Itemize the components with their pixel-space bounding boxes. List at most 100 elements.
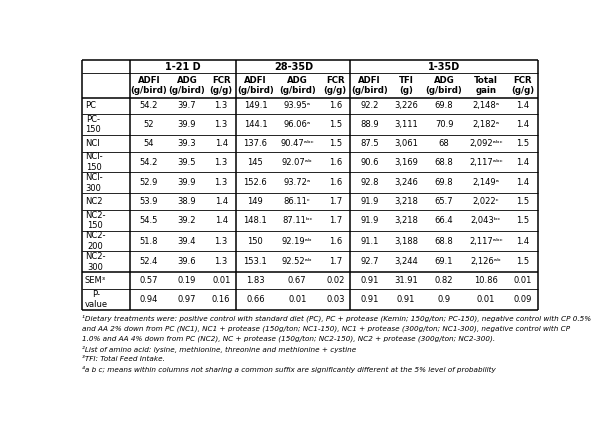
Text: 10.86: 10.86	[474, 276, 498, 285]
Text: NC2: NC2	[85, 197, 102, 206]
Text: 54.2: 54.2	[140, 102, 158, 111]
Text: 0.67: 0.67	[288, 276, 307, 285]
Text: 3,246: 3,246	[394, 178, 418, 187]
Text: 1.5: 1.5	[516, 139, 529, 148]
Text: 0.97: 0.97	[178, 295, 196, 304]
Text: 0.91: 0.91	[361, 295, 379, 304]
Text: 3,111: 3,111	[394, 120, 418, 129]
Text: 70.9: 70.9	[435, 120, 454, 129]
Text: NCl-
150: NCl- 150	[85, 152, 103, 172]
Text: FCR: FCR	[212, 76, 230, 85]
Text: 91.9: 91.9	[361, 216, 379, 225]
Text: 3,061: 3,061	[394, 139, 418, 148]
Text: 1.4: 1.4	[516, 178, 529, 187]
Text: 54.5: 54.5	[140, 216, 158, 225]
Text: 86.11ᶜ: 86.11ᶜ	[284, 197, 311, 206]
Text: 1.4: 1.4	[516, 158, 529, 166]
Text: TFI: TFI	[398, 76, 413, 85]
Text: 69.1: 69.1	[435, 257, 454, 266]
Text: 68: 68	[439, 139, 449, 148]
Text: ⁴a b c; means within columns not sharing a common suffix are significantly diffe: ⁴a b c; means within columns not sharing…	[82, 366, 496, 373]
Text: 51.8: 51.8	[140, 237, 158, 245]
Text: (g/g): (g/g)	[324, 86, 347, 95]
Text: 1.4: 1.4	[516, 237, 529, 245]
Text: 0.01: 0.01	[288, 295, 307, 304]
Text: 152.6: 152.6	[244, 178, 267, 187]
Text: ²List of amino acid: lysine, methionine, threonine and methionine + cystine: ²List of amino acid: lysine, methionine,…	[82, 346, 356, 353]
Text: 39.2: 39.2	[178, 216, 196, 225]
Text: 39.6: 39.6	[178, 257, 196, 266]
Text: 0.91: 0.91	[397, 295, 415, 304]
Text: 54.2: 54.2	[140, 158, 158, 166]
Text: 1-35D: 1-35D	[428, 62, 460, 72]
Text: 3,218: 3,218	[394, 197, 418, 206]
Text: (g/bird): (g/bird)	[169, 86, 205, 95]
Text: ADFI: ADFI	[137, 76, 160, 85]
Text: 1.6: 1.6	[329, 102, 342, 111]
Text: 87.5: 87.5	[360, 139, 379, 148]
Text: 39.9: 39.9	[178, 178, 196, 187]
Text: 0.09: 0.09	[513, 295, 532, 304]
Text: (g/g): (g/g)	[209, 86, 233, 95]
Text: 39.5: 39.5	[178, 158, 196, 166]
Text: 1.3: 1.3	[215, 237, 228, 245]
Text: 2,148ᵃ: 2,148ᵃ	[472, 102, 499, 111]
Text: (g/bird): (g/bird)	[426, 86, 463, 95]
Text: 0.66: 0.66	[246, 295, 265, 304]
Text: 1.7: 1.7	[329, 257, 342, 266]
Text: 66.4: 66.4	[435, 216, 454, 225]
Text: 1-21 D: 1-21 D	[166, 62, 201, 72]
Text: 1.4: 1.4	[215, 197, 228, 206]
Text: 93.95ᵃ: 93.95ᵃ	[284, 102, 311, 111]
Text: 1.83: 1.83	[246, 276, 265, 285]
Text: 69.8: 69.8	[435, 102, 454, 111]
Text: 144.1: 144.1	[244, 120, 267, 129]
Text: 52.4: 52.4	[140, 257, 158, 266]
Text: 65.7: 65.7	[435, 197, 454, 206]
Text: 92.07ᵃᵇ: 92.07ᵃᵇ	[282, 158, 313, 166]
Text: 92.7: 92.7	[360, 257, 379, 266]
Text: 1.6: 1.6	[329, 237, 342, 245]
Text: 2,092ᵃᵇᶜ: 2,092ᵃᵇᶜ	[469, 139, 503, 148]
Text: PC: PC	[85, 102, 96, 111]
Text: P-
value: P- value	[85, 289, 108, 309]
Text: ADFI: ADFI	[358, 76, 381, 85]
Text: SEM³: SEM³	[85, 276, 106, 285]
Text: NC2-
200: NC2- 200	[85, 231, 105, 251]
Text: 1.3: 1.3	[215, 120, 228, 129]
Text: 1.5: 1.5	[329, 120, 342, 129]
Text: 28-35D: 28-35D	[274, 62, 313, 72]
Text: 39.4: 39.4	[178, 237, 196, 245]
Text: 39.9: 39.9	[178, 120, 196, 129]
Text: 31.91: 31.91	[394, 276, 418, 285]
Text: 137.6: 137.6	[244, 139, 268, 148]
Text: 54: 54	[144, 139, 154, 148]
Text: 1.5: 1.5	[516, 197, 529, 206]
Text: 2,117ᵃᵇᶜ: 2,117ᵃᵇᶜ	[469, 237, 503, 245]
Text: 92.2: 92.2	[361, 102, 379, 111]
Text: 2,182ᵃ: 2,182ᵃ	[472, 120, 499, 129]
Text: 3,188: 3,188	[394, 237, 418, 245]
Text: 0.94: 0.94	[140, 295, 158, 304]
Text: 1.0% and AA 4% down from PC (NC2), NC + protease (150g/ton; NC2-150), NC2 + prot: 1.0% and AA 4% down from PC (NC2), NC + …	[82, 335, 495, 342]
Text: (g/g): (g/g)	[511, 86, 534, 95]
Text: (g/bird): (g/bird)	[351, 86, 388, 95]
Text: NC2-
150: NC2- 150	[85, 210, 105, 230]
Text: 92.19ᵃᵇ: 92.19ᵃᵇ	[282, 237, 313, 245]
Text: 2,117ᵃᵇᶜ: 2,117ᵃᵇᶜ	[469, 158, 503, 166]
Text: 2,126ᵃᵇ: 2,126ᵃᵇ	[470, 257, 501, 266]
Text: NCl-
300: NCl- 300	[85, 173, 103, 193]
Text: ¹Dietary treatments were: positive control with standard diet (PC), PC + proteas: ¹Dietary treatments were: positive contr…	[82, 314, 591, 322]
Text: 92.52ᵃᵇ: 92.52ᵃᵇ	[282, 257, 313, 266]
Text: 2,022ᶜ: 2,022ᶜ	[473, 197, 499, 206]
Text: 53.9: 53.9	[140, 197, 158, 206]
Text: 0.16: 0.16	[212, 295, 230, 304]
Text: FCR: FCR	[326, 76, 344, 85]
Text: 1.4: 1.4	[516, 120, 529, 129]
Text: PC-
150: PC- 150	[85, 115, 101, 134]
Text: 3,244: 3,244	[394, 257, 418, 266]
Text: 3,218: 3,218	[394, 216, 418, 225]
Text: 3,169: 3,169	[394, 158, 418, 166]
Text: 1.7: 1.7	[329, 197, 342, 206]
Text: ADG: ADG	[434, 76, 454, 85]
